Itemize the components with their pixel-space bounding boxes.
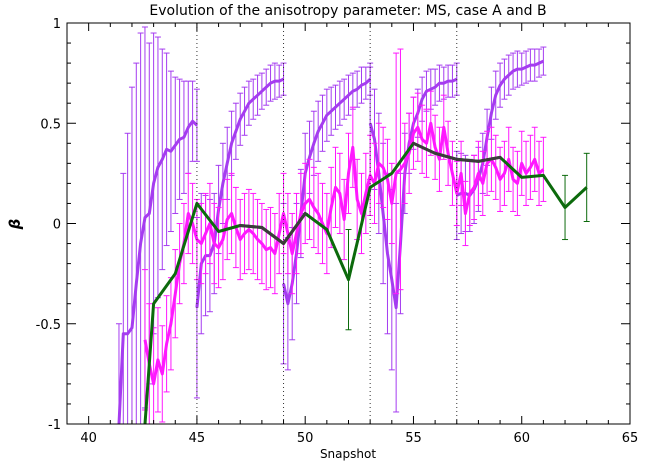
series-line — [143, 141, 588, 424]
chart-title: Evolution of the anisotropy parameter: M… — [149, 3, 546, 19]
x-tick-label: 45 — [189, 431, 206, 446]
series-6 — [143, 141, 590, 424]
y-tick-label: 0.5 — [40, 117, 61, 132]
series-line — [195, 77, 285, 308]
series-line — [282, 78, 372, 306]
dark-segment — [433, 151, 459, 161]
series-dark-overlay — [238, 141, 502, 246]
x-axis-label: Snapshot — [320, 447, 376, 461]
dark-segment — [260, 226, 286, 246]
vline-layer — [196, 23, 458, 424]
series-layer — [115, 26, 590, 424]
y-tick-label: 1 — [53, 17, 61, 32]
x-tick-label: 50 — [297, 431, 314, 446]
x-tick-label: 60 — [513, 431, 530, 446]
x-tick-label: 65 — [622, 431, 639, 446]
axis-layer: 40 45 50 55 60 65 -1 -0.5 0 0.5 1 — [36, 17, 639, 446]
series-line — [117, 119, 198, 424]
dark-segment — [238, 224, 264, 230]
dark-segment — [411, 141, 437, 155]
y-axis-label: β — [6, 219, 24, 231]
y-tick-label: -0.5 — [36, 318, 61, 333]
dark-segment — [476, 155, 502, 163]
series-line — [143, 121, 545, 386]
y-tick-label: 0 — [53, 218, 61, 233]
dark-segment — [455, 157, 480, 163]
x-tick-label: 55 — [405, 431, 422, 446]
y-tick-label: -1 — [48, 418, 61, 433]
dark-segment — [282, 211, 307, 246]
x-tick-label: 40 — [80, 431, 97, 446]
